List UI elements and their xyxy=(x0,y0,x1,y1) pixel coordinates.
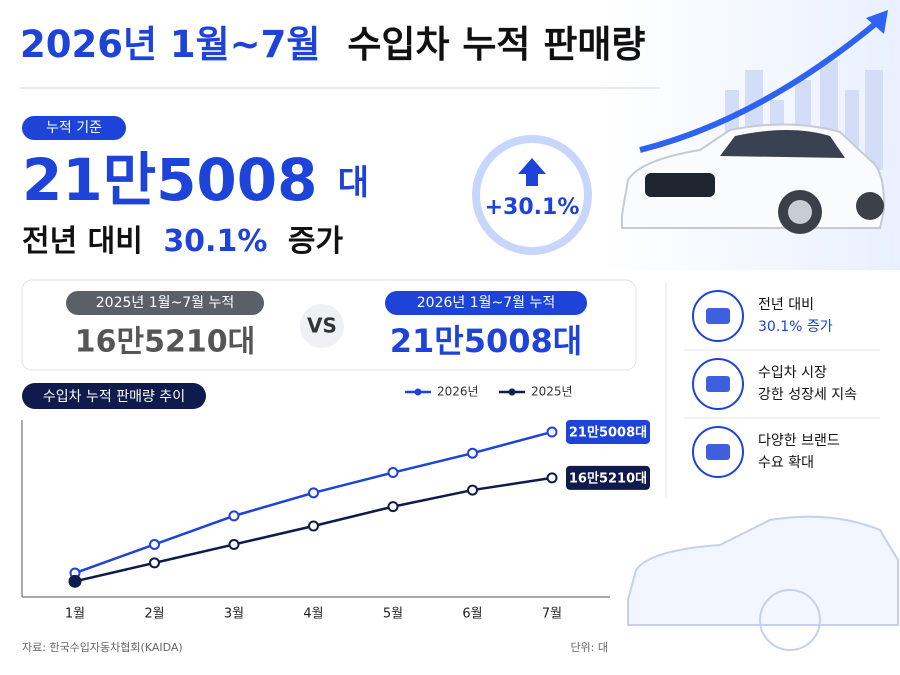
data-point xyxy=(546,472,558,484)
data-point xyxy=(149,557,160,569)
yoy-value: 30.1% xyxy=(163,224,267,259)
chart-title-pill xyxy=(22,383,206,409)
compare-right-label: 2026년 1월~7월 누적 xyxy=(417,295,555,311)
data-point xyxy=(228,538,240,550)
data-point xyxy=(387,467,399,479)
side-line1: 전년 대비 xyxy=(758,297,814,313)
compare-right-value: 21만5008대 xyxy=(390,322,582,360)
side-line2: 30.1% 증가 xyxy=(758,319,833,335)
yoy-suffix: 증가 xyxy=(288,224,344,259)
badge xyxy=(22,116,126,140)
compare-left-value: 16만5210대 xyxy=(75,325,255,360)
badge-text: 누적 기준 xyxy=(46,120,102,136)
series-line xyxy=(74,430,553,575)
value-label-box xyxy=(566,465,650,490)
title-highlight: 2026년 1월~7월 xyxy=(20,23,320,66)
yoy-prefix: 전년 대비 xyxy=(22,224,143,259)
growth-circle-label: +30.1% xyxy=(485,195,580,220)
unit-note: 단위: 대 xyxy=(570,641,608,654)
x-tick-label: 4월 xyxy=(303,607,323,622)
compare-right-pill xyxy=(385,291,587,315)
data-point xyxy=(228,510,240,522)
chart-title: 수입차 누적 판매량 추이 xyxy=(43,389,185,405)
x-tick-label: 3월 xyxy=(224,607,244,622)
side-line2: 강한 성장세 지속 xyxy=(758,387,857,403)
side-icon-glyph xyxy=(706,444,730,460)
car-illustration xyxy=(621,123,886,234)
growth-arrow-head xyxy=(866,10,888,34)
compare-left-label: 2025년 1월~7월 누적 xyxy=(96,295,234,311)
side-line1: 다양한 브랜드 xyxy=(758,433,840,449)
data-point xyxy=(308,520,319,532)
yoy: 전년 대비 30.1% 증가 xyxy=(22,224,343,259)
x-tick-label: 5월 xyxy=(383,607,403,622)
side-icon-glyph xyxy=(706,376,730,392)
data-point xyxy=(546,426,558,438)
compare-left-pill xyxy=(66,291,264,315)
title-rest: 수입차 누적 판매량 xyxy=(347,23,645,66)
x-tick-label: 6월 xyxy=(462,607,482,622)
side-line2: 수요 확대 xyxy=(758,455,814,471)
data-point xyxy=(149,538,160,550)
side-icon-glyph xyxy=(706,308,730,324)
growth-circle xyxy=(472,135,592,255)
x-tick-label: 1월 xyxy=(65,607,85,622)
total-unit: 대 xyxy=(338,163,369,203)
x-tick-label: 7월 xyxy=(542,607,562,622)
growth-arrow xyxy=(639,17,882,153)
legend-marker xyxy=(508,388,516,396)
data-point xyxy=(387,501,399,513)
vs: VS xyxy=(307,314,337,338)
ghost-car xyxy=(627,515,899,651)
legend-label: 2026년 xyxy=(437,385,479,399)
data-point xyxy=(68,574,82,588)
source: 자료: 한국수입자동차협회(KAIDA) xyxy=(22,641,183,654)
legend-label: 2025년 xyxy=(531,385,573,399)
value-label-box xyxy=(566,419,650,444)
up-arrow xyxy=(518,158,546,186)
side-line1: 수입차 시장 xyxy=(758,365,827,381)
vs-circle xyxy=(300,304,344,348)
x-tick-label: 2월 xyxy=(144,607,164,622)
legend-marker xyxy=(414,388,422,396)
data-point xyxy=(467,447,478,459)
line-chart: 수입차 누적 판매량 추이 1월 2월 3월 4월 5월 6월 7월 2026년 21만5008대… xyxy=(21,383,650,622)
total: 21만5008 대 xyxy=(22,146,369,214)
title: 2026년 1월~7월 수입차 누적 판매량 xyxy=(20,23,645,66)
value-label: 21만5008대 xyxy=(569,424,647,440)
total-number: 21만5008 xyxy=(22,146,318,214)
value-label: 16만5210대 xyxy=(569,470,647,486)
data-point xyxy=(467,484,478,496)
data-point xyxy=(308,487,319,499)
